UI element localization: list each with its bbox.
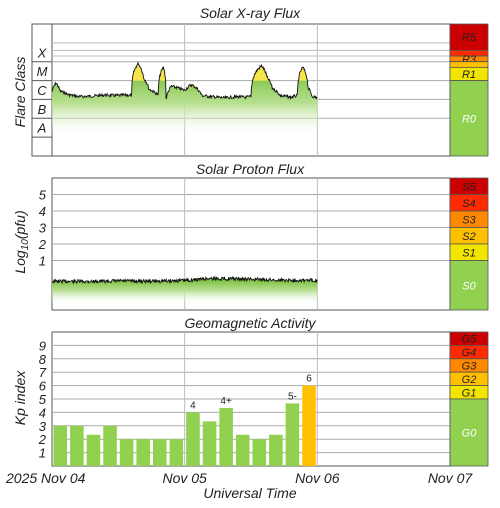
kp-bar <box>219 407 233 466</box>
kp-bar <box>70 425 84 466</box>
r-scale-cell <box>449 23 489 51</box>
kp-panel: Geomagnetic Activity Kp index 123456789 … <box>12 315 489 467</box>
kp-y-tick: 6 <box>39 379 47 394</box>
kp-y-tick: 3 <box>39 419 47 434</box>
kp-bar-label: 4 <box>190 400 196 411</box>
proton-y-tick: 4 <box>39 204 46 219</box>
kp-y-tick: 8 <box>39 352 47 367</box>
x-tick-label: Nov 05 <box>162 470 207 486</box>
g-scale-label: G2 <box>462 374 477 386</box>
xray-flux-fill <box>52 62 318 137</box>
g-scale-label: G5 <box>462 334 478 346</box>
kp-bar <box>202 421 217 466</box>
g-scale-label: G4 <box>462 347 477 359</box>
xray-class-label: C <box>37 83 47 98</box>
kp-bar-label: 6 <box>306 374 312 385</box>
kp-bar <box>302 385 316 466</box>
xray-ylabel: Flare Class <box>12 57 28 128</box>
proton-y-tick: 5 <box>39 188 47 203</box>
r-scale-label: R3 <box>462 54 477 66</box>
kp-y-tick: 2 <box>38 432 47 447</box>
kp-y-tick: 9 <box>39 338 46 353</box>
xray-class-label: M <box>37 64 48 79</box>
kp-title: Geomagnetic Activity <box>185 315 317 331</box>
kp-bar-label: 5- <box>288 391 297 402</box>
r-scale-label: R5 <box>462 32 477 44</box>
proton-flux-fill <box>52 276 318 304</box>
kp-bar <box>235 434 250 466</box>
proton-y-tick: 2 <box>38 237 47 252</box>
s-scale-cell <box>449 260 489 311</box>
proton-y-tick: 3 <box>39 221 47 236</box>
kp-ylabel: Kp index <box>12 370 28 425</box>
kp-bar <box>169 439 184 466</box>
r-scale-cell <box>449 80 489 157</box>
xray-class-label: X <box>37 45 48 60</box>
kp-bar <box>119 439 134 466</box>
kp-bar <box>153 439 167 466</box>
proton-ylabel: Log10(pfu) <box>12 210 31 273</box>
kp-bar <box>252 439 267 466</box>
proton-y-tick: 1 <box>39 254 46 269</box>
x-tick-label: Nov 07 <box>428 470 474 486</box>
r-scale-label: R0 <box>462 113 477 125</box>
kp-bar <box>136 439 150 466</box>
kp-bar <box>103 425 117 466</box>
proton-panel: Solar Proton Flux Log10(pfu) 1 23 45 S5 S4 S… <box>12 161 489 311</box>
g-scale-cell <box>449 398 489 467</box>
xray-class-label: A <box>37 121 47 136</box>
kp-bar-label: 4+ <box>220 396 232 407</box>
s-scale-label: S2 <box>462 231 475 243</box>
kp-bar <box>86 434 101 466</box>
kp-bar <box>269 434 283 466</box>
r-scale-cell <box>449 61 489 68</box>
s-scale-label: S0 <box>462 280 476 292</box>
g-scale-label: G0 <box>462 428 478 440</box>
xray-class-label: B <box>38 102 47 117</box>
proton-flux-line <box>51 275 318 285</box>
kp-bar <box>285 403 300 466</box>
s-scale-label: S1 <box>462 247 475 259</box>
s-scale-label: S3 <box>462 214 476 226</box>
kp-bar <box>186 412 200 466</box>
kp-y-tick: 5 <box>39 392 47 407</box>
r-scale-label: R1 <box>462 69 476 81</box>
kp-y-tick: 4 <box>39 405 46 420</box>
xray-flux-line <box>51 61 318 101</box>
xray-flux-m-class-fill <box>132 62 308 81</box>
s-scale-label: S5 <box>462 181 476 193</box>
kp-y-tick: 1 <box>39 446 46 461</box>
g-scale-label: G1 <box>462 387 477 399</box>
g-scale-label: G3 <box>462 361 478 373</box>
x-tick-label: Nov 06 <box>295 470 340 486</box>
xray-title: Solar X-ray Flux <box>200 5 301 21</box>
proton-title: Solar Proton Flux <box>196 161 305 177</box>
s-scale-label: S4 <box>462 198 475 210</box>
x-tick-label: 2025 Nov 04 <box>5 470 86 486</box>
kp-bar <box>53 425 68 466</box>
x-axis-label: Universal Time <box>203 485 296 501</box>
kp-y-tick: 7 <box>39 365 47 380</box>
